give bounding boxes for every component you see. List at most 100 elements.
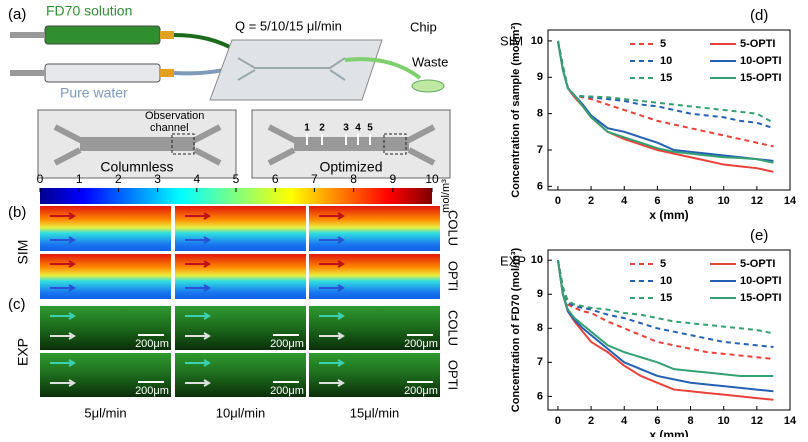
row-label: COLU [446, 210, 461, 246]
flow-arrow [185, 260, 211, 268]
panel-label: (b) [8, 204, 26, 221]
flow-arrow [185, 284, 211, 292]
legend-label: 15-OPTI [740, 72, 782, 84]
y-tick-label: 8 [537, 322, 543, 334]
scale-bar-label: 200μm [135, 338, 169, 350]
colorbar-tick-label: 8 [350, 172, 357, 186]
colorbar-tick-label: 7 [311, 172, 318, 186]
exp-image [309, 306, 440, 350]
y-tick-label: 7 [537, 144, 543, 156]
plunger [10, 32, 45, 38]
colorbar-tick-label: 4 [193, 172, 200, 186]
charts: 0 2 4 6 8 10 12 14 6 7 8 9 10 x (mm) Concentration of … [500, 7, 797, 442]
scale-bar-label: 200μm [270, 338, 304, 350]
column-number: 5 [367, 123, 373, 134]
x-tick-label: 14 [784, 195, 797, 207]
channel [80, 139, 195, 151]
series-line [556, 40, 774, 164]
y-tick-label: 6 [537, 180, 543, 192]
inlet-label: FD70 solution [46, 3, 132, 19]
flow-arrow [185, 359, 211, 367]
column-number: 2 [319, 123, 325, 134]
sim-image [40, 254, 171, 299]
x-axis-label: x (mm) [649, 208, 688, 222]
y-tick-label: 9 [537, 288, 543, 300]
sim-image [175, 254, 306, 299]
flow-arrow [50, 332, 76, 340]
panel-label: (e) [750, 227, 768, 244]
plot-frame [547, 249, 791, 411]
x-tick-label: 2 [588, 415, 594, 427]
x-tick-label: 4 [621, 415, 628, 427]
x-tick-label: 0 [555, 195, 561, 207]
column-number: 1 [304, 123, 310, 134]
flow-arrow [50, 359, 76, 367]
side-label: SIM [500, 33, 523, 48]
plot-frame [547, 29, 791, 191]
legend-label: 5-OPTI [740, 38, 775, 50]
plunger [10, 70, 45, 76]
exp-image [175, 306, 306, 350]
panel-label: (a) [8, 6, 26, 23]
observation-label: Observation [145, 110, 204, 122]
colorbar-tick-label: 6 [272, 172, 279, 186]
x-tick-label: 10 [718, 415, 730, 427]
y-axis-label: Concentration of sample (mol/m³) [510, 22, 522, 198]
legend-label: 15-OPTI [740, 292, 782, 304]
flow-arrow [185, 332, 211, 340]
schematic: (a) FD70 solution Pure water Q = 5/10/15… [8, 3, 451, 179]
y-tick-label: 10 [531, 254, 543, 266]
flow-arrow [50, 212, 76, 220]
flow-rate: Q = 5/10/15 μl/min [235, 18, 342, 33]
syringe-white [44, 63, 161, 83]
syringe-tip [160, 31, 174, 39]
row-label: COLU [446, 310, 461, 346]
row-label: OPTI [446, 360, 461, 390]
x-tick-label: 12 [751, 195, 763, 207]
flow-arrow [319, 332, 345, 340]
row-group-label: EXP [15, 338, 31, 366]
column-number: 3 [343, 123, 349, 134]
series-line [556, 260, 774, 393]
flow-arrow [319, 379, 345, 387]
colorbar-unit: mol/m³ [440, 179, 452, 213]
x-tick-label: 2 [588, 195, 594, 207]
x-tick-label: 8 [687, 195, 693, 207]
flow-arrow [185, 212, 211, 220]
panel-label: (d) [750, 7, 768, 24]
flow-arrow [50, 260, 76, 268]
legend-label: 15 [660, 292, 672, 304]
y-tick-label: 8 [537, 108, 543, 120]
series-line [556, 260, 774, 377]
colorbar-tick-label: 1 [76, 172, 83, 186]
channel [294, 139, 409, 151]
row-group-label: SIM [15, 240, 31, 265]
flow-arrow [319, 359, 345, 367]
sim-image [40, 206, 171, 251]
tube [173, 33, 237, 52]
flow-arrow [319, 260, 345, 268]
colorbar-tick-label: 2 [115, 172, 122, 186]
legend-label: 10-OPTI [740, 275, 782, 287]
flow-arrow [185, 312, 211, 320]
scale-bar-label: 200μm [135, 385, 169, 397]
legend-label: 5-OPTI [740, 258, 775, 270]
flow-arrow [319, 236, 345, 244]
exp-image [309, 353, 440, 397]
flow-arrow [319, 284, 345, 292]
flow-arrow [50, 284, 76, 292]
scale-bar-label: 200μm [404, 338, 438, 350]
y-axis-label: Concentration of FD70 (mol/m³) [510, 247, 522, 412]
flow-arrow [50, 236, 76, 244]
observation-box [383, 133, 407, 155]
flow-rate-label: 15μl/min [350, 405, 399, 420]
chip-label: Chip [410, 19, 437, 34]
legend-label: 10-OPTI [740, 55, 782, 67]
image-grid: COLU OPTI 200μm 200μm 200μm COLU 200μm 200μm 200… [40, 206, 461, 420]
syringe-tip [160, 69, 174, 77]
legend-label: 15 [660, 72, 672, 84]
y-tick-label: 7 [537, 356, 543, 368]
x-tick-label: 10 [718, 195, 730, 207]
